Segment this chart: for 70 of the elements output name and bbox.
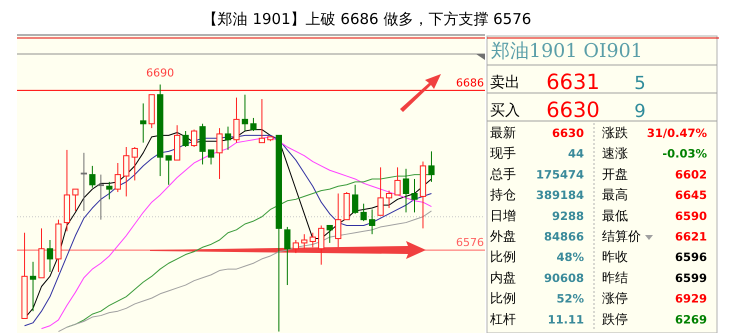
text: 48% <box>556 250 584 264</box>
text: 11.11 <box>548 312 584 326</box>
text: 90608 <box>544 270 584 285</box>
text: 涨跌 <box>602 126 628 141</box>
candlestick <box>46 240 54 272</box>
text: 买入 <box>490 101 520 119</box>
text: 杠杆 <box>489 312 516 328</box>
text: 44 <box>568 146 584 161</box>
text: 持仓 <box>490 188 516 204</box>
candlestick <box>428 150 435 182</box>
text: 6631 <box>546 70 600 94</box>
candlestick <box>310 232 316 248</box>
text: 外盘 <box>490 230 516 244</box>
text: 84866 <box>544 230 584 244</box>
text: 最低 <box>602 208 628 224</box>
candlestick <box>98 174 104 220</box>
text: 6599 <box>674 270 707 285</box>
candlestick <box>335 193 342 248</box>
text: 结算价 <box>602 230 641 244</box>
text: 昨收 <box>602 250 628 266</box>
text: 卖出 <box>490 73 520 91</box>
candlestick <box>64 149 70 232</box>
text: 最新 <box>490 126 516 141</box>
chart-title: 【郑油 1901】上破 6686 做多，下方支撑 6576 <box>202 10 532 28</box>
candlestick <box>140 102 146 144</box>
candlestick <box>30 261 36 312</box>
text: 昨结 <box>602 270 628 286</box>
candlestick <box>157 84 164 177</box>
candlestick <box>55 219 62 272</box>
text: 6269 <box>674 312 707 326</box>
text: 175474 <box>536 167 584 182</box>
text: 6645 <box>674 188 707 202</box>
text: 开盘 <box>602 167 628 182</box>
text: 6590 <box>674 208 707 223</box>
text: 52% <box>556 292 584 306</box>
candlestick <box>216 128 223 180</box>
ref-line-label: 6576 <box>456 236 484 250</box>
candlestick <box>224 126 232 150</box>
text: 比例 <box>490 250 516 266</box>
text: 总手 <box>489 167 516 182</box>
text: 内盘 <box>490 270 516 286</box>
text: 6602 <box>674 167 707 182</box>
annotation: 6690 <box>146 66 174 80</box>
candlestick <box>123 146 130 197</box>
text: 31/0.47% <box>646 126 708 140</box>
text: 日增 <box>490 208 516 224</box>
candlestick <box>80 152 88 212</box>
text: 现手 <box>490 146 516 162</box>
candlestick <box>420 161 426 229</box>
text: 比例 <box>490 292 516 307</box>
ref-line-label: 6686 <box>456 76 484 90</box>
candlestick <box>368 208 376 235</box>
text: 6630 <box>552 126 584 140</box>
candlestick <box>411 178 418 213</box>
text: 389184 <box>536 188 584 202</box>
text: 6596 <box>674 250 707 264</box>
text: 6929 <box>674 292 707 306</box>
text: 9288 <box>552 208 584 223</box>
text: 跌停 <box>602 312 628 328</box>
candlestick <box>242 94 248 132</box>
text: 6621 <box>674 230 707 244</box>
text: 郑油1901 OI901 <box>491 40 643 62</box>
candlestick <box>402 168 410 213</box>
text: 涨停 <box>602 292 628 307</box>
text: 5 <box>634 73 646 94</box>
text: 速涨 <box>602 146 628 162</box>
text: 9 <box>634 101 646 122</box>
text: 最高 <box>602 187 628 204</box>
text: 6630 <box>546 98 600 122</box>
text: -0.03% <box>662 146 708 161</box>
